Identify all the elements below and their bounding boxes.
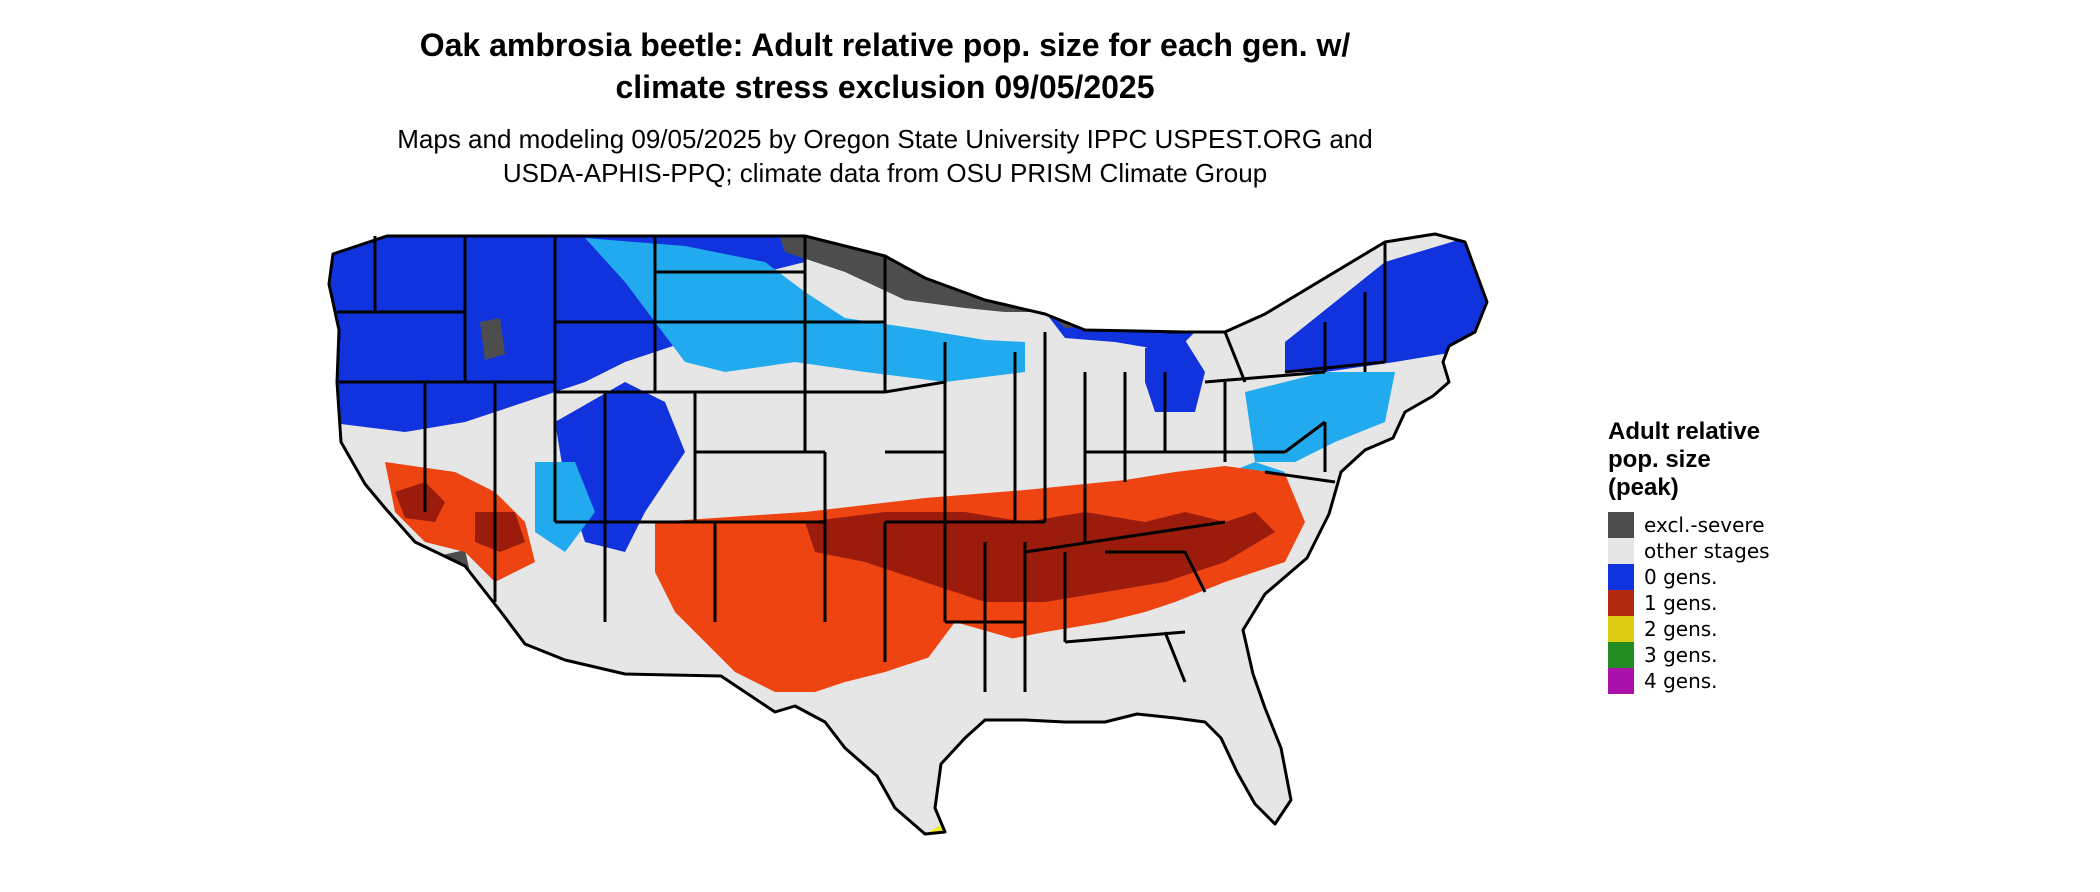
legend-item: 3 gens.	[1608, 642, 1828, 668]
subtitle-line-2: USDA-APHIS-PPQ; climate data from OSU PR…	[502, 158, 1268, 188]
legend-label: other stages	[1644, 539, 1770, 563]
legend-swatch	[1608, 616, 1634, 642]
legend-item: 4 gens.	[1608, 668, 1828, 694]
legend-title: Adult relative pop. size (peak)	[1608, 418, 1828, 502]
us-map	[325, 222, 1575, 892]
legend-swatch	[1608, 668, 1634, 694]
border-midwest	[883, 256, 1205, 542]
zone-1-gens-south-dark	[805, 512, 1275, 602]
legend-items: excl.-severe other stages 0 gens. 1 gens. 2 …	[1608, 512, 1828, 694]
legend-label: 3 gens.	[1644, 643, 1718, 667]
subtitle-line-1: Maps and modeling 09/05/2025 by Oregon S…	[397, 124, 1373, 154]
legend-title-line-3: (peak)	[1608, 474, 1679, 501]
zone-0-gens-michigan	[1145, 340, 1205, 412]
border-plains	[655, 236, 885, 622]
border-east	[1165, 242, 1387, 484]
zone-0-gens-light-east	[1245, 372, 1395, 462]
legend-title-line-2: pop. size	[1608, 446, 1711, 473]
border-west-verticals	[337, 236, 715, 622]
legend-label: excl.-severe	[1644, 513, 1765, 537]
legend-swatch	[1608, 538, 1634, 564]
legend-swatch	[1608, 564, 1634, 590]
zone-other-florida	[1165, 602, 1295, 832]
legend-swatch	[1608, 642, 1634, 668]
legend-swatch	[1608, 590, 1634, 616]
us-outline	[327, 232, 1489, 836]
map-legend: Adult relative pop. size (peak) excl.-se…	[1608, 418, 1828, 694]
map-subtitle: Maps and modeling 09/05/2025 by Oregon S…	[340, 122, 1430, 190]
state-borders	[327, 232, 1489, 836]
zone-0-gens-light-utah	[535, 462, 595, 552]
legend-label: 1 gens.	[1644, 591, 1718, 615]
legend-label: 2 gens.	[1644, 617, 1718, 641]
legend-label: 4 gens.	[1644, 669, 1718, 693]
zone-1-gens-arizona-dark	[475, 512, 525, 552]
map-title: Oak ambrosia beetle: Adult relative pop.…	[340, 24, 1430, 108]
title-line-1: Oak ambrosia beetle: Adult relative pop.…	[419, 27, 1351, 63]
zone-0-gens-new-england	[1285, 234, 1487, 372]
legend-item: 0 gens.	[1608, 564, 1828, 590]
border-south	[823, 520, 1226, 692]
legend-label: 0 gens.	[1644, 565, 1718, 589]
legend-item: 2 gens.	[1608, 616, 1828, 642]
map-raster	[329, 234, 1487, 834]
zone-2-gens-texas	[635, 796, 675, 834]
legend-title-line-1: Adult relative	[1608, 418, 1761, 445]
zone-excluded-wyoming	[480, 318, 505, 360]
legend-item: excl.-severe	[1608, 512, 1828, 538]
zone-1-gens-california-dark	[395, 482, 445, 522]
legend-item: other stages	[1608, 538, 1828, 564]
legend-swatch	[1608, 512, 1634, 538]
us-map-svg	[327, 232, 1489, 836]
legend-item: 1 gens.	[1608, 590, 1828, 616]
title-line-2: climate stress exclusion 09/05/2025	[615, 69, 1155, 105]
